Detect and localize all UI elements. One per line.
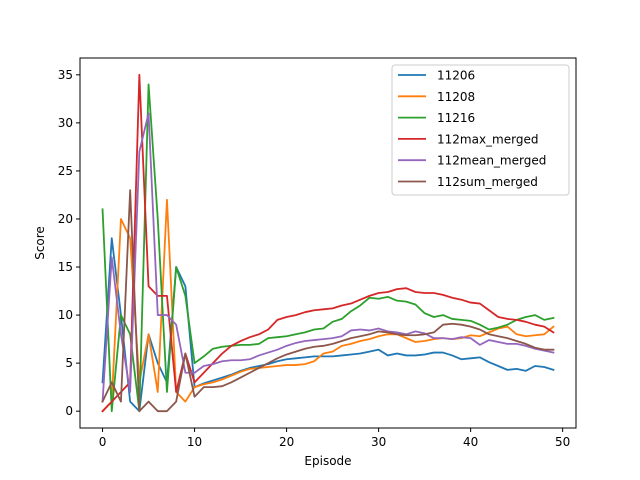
x-tick-label-2: 20	[279, 435, 294, 449]
y-tick-label-5: 25	[58, 164, 73, 178]
legend-label-4: 112mean_merged	[437, 154, 546, 168]
y-tick-label-2: 10	[58, 308, 73, 322]
y-tick-label-4: 20	[58, 212, 73, 226]
series-line-5	[101, 189, 555, 413]
x-axis-label: Episode	[304, 454, 351, 468]
x-tick-label-0: 0	[99, 435, 107, 449]
x-tick-label-5: 50	[555, 435, 570, 449]
legend-label-3: 112max_merged	[437, 132, 538, 146]
y-tick-label-7: 35	[58, 68, 73, 82]
y-tick-label-0: 0	[65, 404, 73, 418]
plot-frame	[79, 57, 577, 429]
legend: 11206 11208 11216 112max_merged 112mean_merg…	[391, 64, 570, 196]
legend-label-5: 112sum_merged	[437, 175, 538, 189]
series-line-2	[101, 83, 555, 413]
legend-label-2: 11216	[437, 111, 475, 125]
x-tick-label-3: 30	[371, 435, 386, 449]
x-tick-label-1: 10	[187, 435, 202, 449]
y-tick-label-3: 15	[58, 260, 73, 274]
y-tick-label-6: 30	[58, 116, 73, 130]
legend-label-1: 11208	[437, 90, 475, 104]
x-tick-label-4: 40	[463, 435, 478, 449]
axes-layer: 0 10 20 30 40 50 0 5 10 15 20 25 30 35	[58, 57, 577, 449]
series-layer	[101, 73, 555, 413]
legend-box	[391, 64, 570, 196]
y-axis-label: Score	[33, 226, 47, 260]
y-tick-label-1: 5	[65, 356, 73, 370]
series-line-3	[101, 73, 555, 413]
series-line-4	[101, 112, 555, 403]
legend-label-0: 11206	[437, 69, 475, 83]
